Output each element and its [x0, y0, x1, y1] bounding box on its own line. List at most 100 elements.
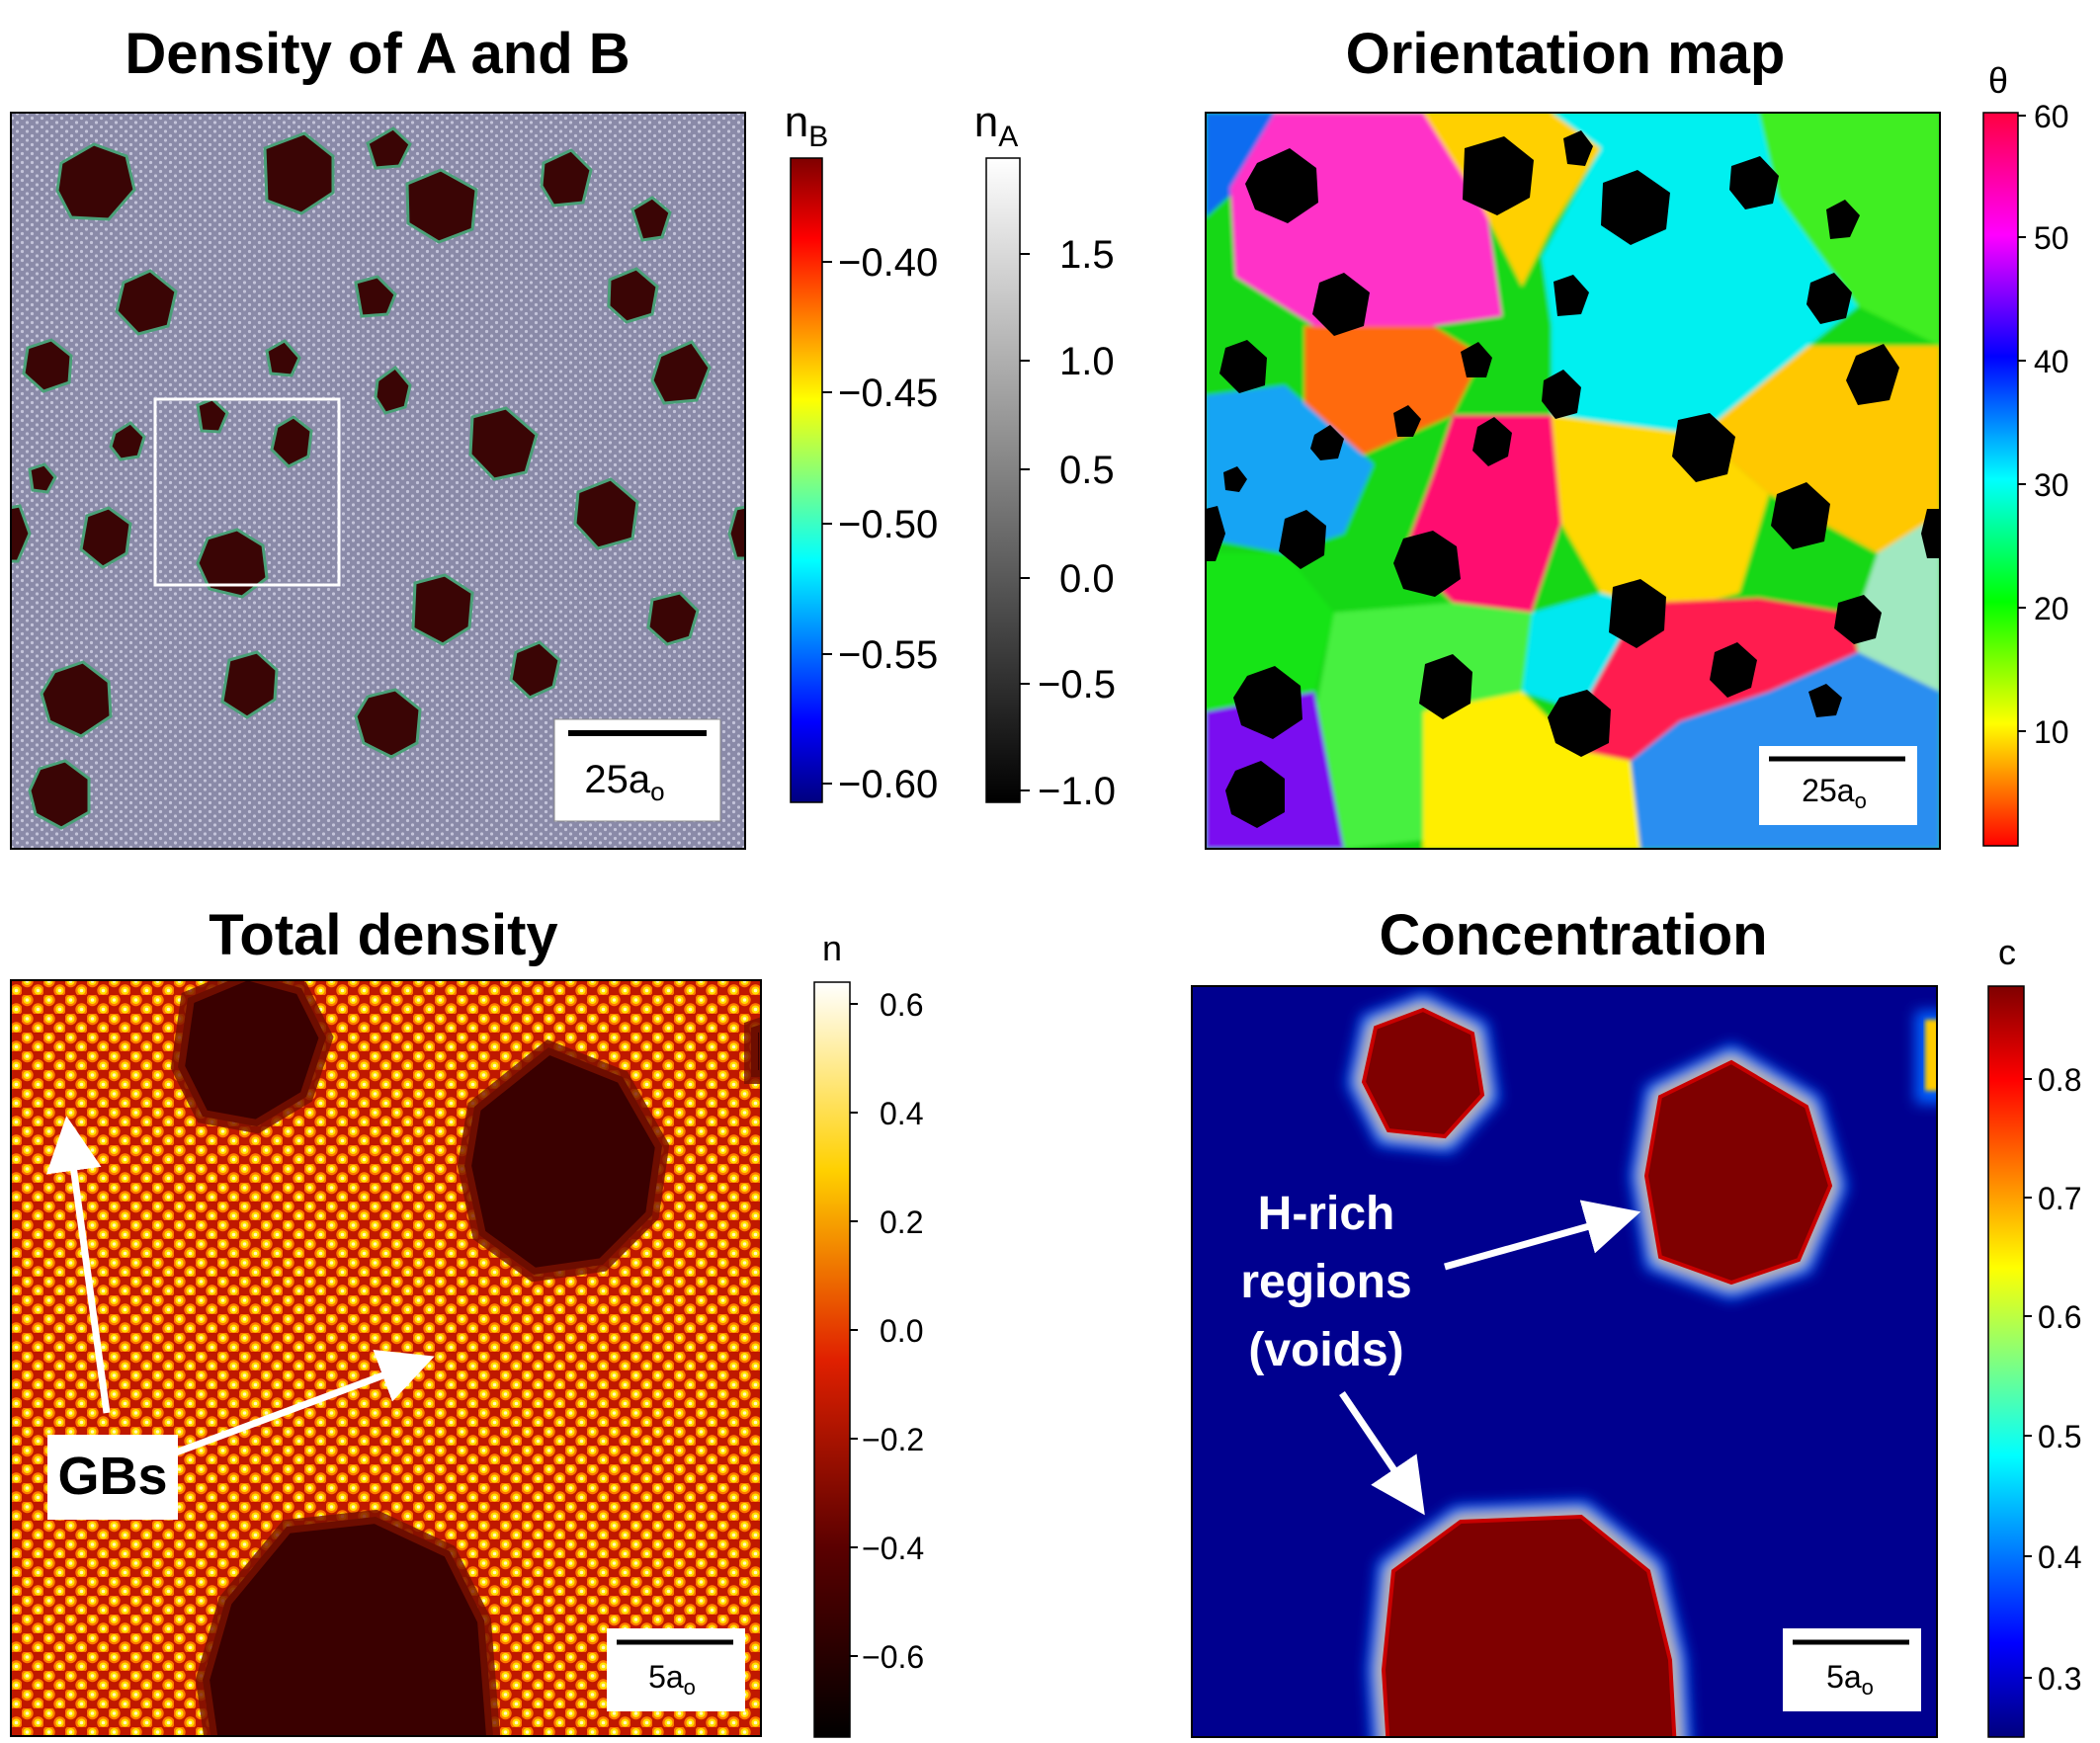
void [411, 573, 474, 646]
tick-label: 20 [2034, 591, 2069, 626]
total-density-frame [10, 979, 762, 1737]
scalebar: 25ao [1759, 746, 1917, 825]
panel-density: Density of A and B [10, 22, 746, 850]
scalebar-label: 25ao [584, 758, 664, 806]
void [1223, 466, 1247, 492]
colorbar-gradient [790, 157, 823, 803]
zoom-inset-box [153, 397, 341, 587]
void [1846, 344, 1899, 405]
tick-label: −0.6 [862, 1639, 924, 1675]
void [1921, 509, 1940, 558]
void [1643, 1059, 1833, 1286]
tick-label: −0.5 [1038, 663, 1116, 706]
void [1206, 506, 1225, 561]
void [109, 421, 146, 461]
void [1393, 405, 1421, 437]
void [55, 142, 136, 221]
scalebar: 25ao [553, 718, 721, 822]
void [1771, 482, 1830, 549]
colorbar-label: θ [1988, 60, 2008, 101]
grain-map [1206, 113, 1940, 849]
tick-label: 0.2 [880, 1204, 923, 1240]
colorbar-n: n 0.6 0.4 0.2 0.0 −0.2 −0.4 −0.6 [813, 928, 924, 1738]
void [354, 688, 422, 759]
colorbar-theta: θ 60 50 40 30 20 10 [1982, 60, 2069, 847]
void [1393, 531, 1461, 597]
panel-total-density: Total density GBs 5ao [10, 903, 762, 1737]
colorbar-nA: nA 1.5 1.0 0.5 0.0 −0.5 −1.0 [974, 98, 1116, 813]
tick-label: 0.3 [2038, 1661, 2081, 1697]
void [727, 505, 745, 560]
colorbar-gradient [1982, 112, 2019, 847]
void [744, 1017, 761, 1084]
tick-label: 50 [2034, 220, 2069, 256]
void [366, 126, 412, 170]
annotation-line: regions [1240, 1256, 1411, 1308]
void [263, 131, 335, 215]
tick-label: 0.4 [2038, 1539, 2081, 1575]
void [354, 275, 397, 318]
void [1729, 156, 1779, 209]
tick-label: −0.60 [838, 763, 938, 806]
void [630, 196, 672, 242]
colorbar-gradient [985, 157, 1021, 803]
annotation-box [47, 1435, 178, 1520]
void [1554, 275, 1589, 316]
orientation-map-frame [1205, 112, 1941, 850]
tick-label: 0.5 [2038, 1419, 2081, 1454]
void-layer [170, 980, 761, 1736]
tick-label: 1.0 [1059, 340, 1115, 383]
grain [1858, 514, 1940, 692]
tick-label: −0.40 [838, 241, 938, 285]
void [1806, 273, 1852, 324]
grain [1423, 692, 1640, 849]
tick-label: 40 [2034, 344, 2069, 379]
concentration-map-frame [1191, 985, 1938, 1738]
void [1609, 579, 1666, 648]
void [457, 1038, 670, 1283]
void [28, 759, 91, 830]
tick-label: 0.6 [880, 987, 923, 1023]
void [1463, 136, 1534, 215]
scalebar-label: 5ao [648, 1659, 696, 1700]
void [374, 365, 412, 415]
panel-title: Concentration [1379, 903, 1767, 967]
void-layer [11, 126, 745, 830]
tick-label: −0.45 [838, 372, 938, 415]
tick-label: −1.0 [1038, 770, 1116, 813]
void [1419, 654, 1472, 719]
void [1563, 130, 1593, 166]
panel-title: Orientation map [1346, 22, 1786, 86]
scalebar: 5ao [607, 1628, 745, 1711]
tick-label: 0.7 [2038, 1181, 2081, 1216]
void [1542, 370, 1581, 419]
tick-label: −0.55 [838, 633, 938, 677]
void [1310, 425, 1344, 460]
tick-label: 0.5 [1059, 449, 1115, 492]
void [1834, 595, 1882, 644]
void [1233, 666, 1302, 739]
void [1361, 1007, 1485, 1139]
void [220, 650, 279, 719]
tick-label: 0.0 [1059, 557, 1115, 601]
tick-label: 1.5 [1059, 233, 1115, 277]
scalebar: 5ao [1783, 1628, 1921, 1711]
void [11, 504, 32, 563]
void [1710, 642, 1757, 698]
void [170, 980, 334, 1134]
void [22, 338, 73, 393]
void-layer [1346, 991, 1937, 1737]
void [573, 477, 639, 550]
gb-arrows [45, 1116, 435, 1456]
panel-concentration: Concentration [1191, 903, 1938, 1738]
tick-label: 0.8 [2038, 1062, 2081, 1098]
void [28, 462, 57, 494]
scalebar-label: 5ao [1826, 1659, 1874, 1700]
void [195, 1509, 501, 1736]
void-arrows [1339, 1200, 1641, 1516]
colorbar-label: c [1998, 932, 2016, 972]
arrow [1339, 1391, 1425, 1516]
tick-label: −0.4 [862, 1531, 924, 1566]
void [1548, 690, 1611, 757]
